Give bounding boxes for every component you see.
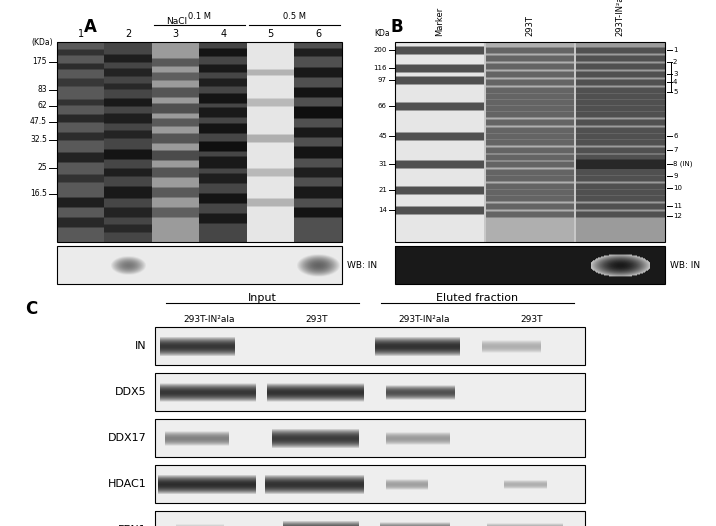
Text: 25: 25 bbox=[37, 164, 47, 173]
Text: 4: 4 bbox=[221, 29, 226, 39]
Bar bbox=[155, 465, 585, 503]
Text: 5: 5 bbox=[673, 89, 677, 95]
Bar bbox=[395, 246, 665, 284]
Bar bbox=[155, 373, 585, 411]
Bar bbox=[57, 246, 342, 284]
Text: Marker: Marker bbox=[435, 7, 445, 36]
Text: 11: 11 bbox=[673, 203, 682, 209]
Text: 116: 116 bbox=[374, 65, 387, 71]
Text: 66: 66 bbox=[378, 103, 387, 109]
Text: 200: 200 bbox=[374, 47, 387, 53]
Text: 10: 10 bbox=[673, 185, 682, 191]
Bar bbox=[155, 327, 585, 365]
Text: 83: 83 bbox=[37, 86, 47, 95]
Text: DDX17: DDX17 bbox=[108, 433, 147, 443]
Text: 8 (IN): 8 (IN) bbox=[673, 161, 692, 167]
Text: 7: 7 bbox=[673, 147, 677, 153]
Text: WB: IN: WB: IN bbox=[347, 260, 377, 269]
Text: 3: 3 bbox=[173, 29, 179, 39]
Text: C: C bbox=[25, 300, 37, 318]
Bar bbox=[155, 419, 585, 457]
Text: Input: Input bbox=[248, 293, 277, 303]
Text: 6: 6 bbox=[315, 29, 321, 39]
Text: DDX5: DDX5 bbox=[115, 387, 147, 397]
Text: 3: 3 bbox=[673, 71, 677, 77]
Text: Eluted fraction: Eluted fraction bbox=[437, 293, 518, 303]
Text: HDAC1: HDAC1 bbox=[108, 479, 147, 489]
Text: IN: IN bbox=[135, 341, 147, 351]
Text: 16.5: 16.5 bbox=[30, 189, 47, 198]
Text: 62: 62 bbox=[37, 102, 47, 110]
Bar bbox=[155, 511, 585, 526]
Text: 4: 4 bbox=[673, 79, 677, 85]
Text: 175: 175 bbox=[32, 57, 47, 66]
Text: 31: 31 bbox=[378, 161, 387, 167]
Text: 21: 21 bbox=[378, 187, 387, 193]
Text: WB: IN: WB: IN bbox=[670, 260, 700, 269]
Text: 1: 1 bbox=[78, 29, 84, 39]
Bar bbox=[57, 42, 342, 242]
Text: 14: 14 bbox=[378, 207, 387, 213]
Text: KDa: KDa bbox=[374, 29, 390, 38]
Text: 0.5 M: 0.5 M bbox=[283, 12, 306, 21]
Text: 2: 2 bbox=[125, 29, 131, 39]
Text: 32.5: 32.5 bbox=[30, 136, 47, 145]
Text: 9: 9 bbox=[673, 173, 677, 179]
Text: 47.5: 47.5 bbox=[30, 117, 47, 126]
Text: 6: 6 bbox=[673, 133, 677, 139]
Bar bbox=[395, 42, 665, 242]
Text: 293T-IN²ala: 293T-IN²ala bbox=[183, 315, 235, 324]
Text: NaCl: NaCl bbox=[166, 17, 188, 26]
Text: A: A bbox=[84, 18, 97, 36]
Text: 0.1 M: 0.1 M bbox=[188, 12, 211, 21]
Text: 293T: 293T bbox=[526, 15, 535, 36]
Text: 293T: 293T bbox=[305, 315, 327, 324]
Text: 5: 5 bbox=[268, 29, 274, 39]
Text: 12: 12 bbox=[673, 213, 682, 219]
Text: 97: 97 bbox=[378, 77, 387, 83]
Text: 293T-IN²ala: 293T-IN²ala bbox=[398, 315, 450, 324]
Text: B: B bbox=[390, 18, 402, 36]
Text: FEN1: FEN1 bbox=[118, 525, 147, 526]
Text: 293T: 293T bbox=[520, 315, 543, 324]
Text: 45: 45 bbox=[378, 133, 387, 139]
Text: (KDa): (KDa) bbox=[32, 37, 53, 46]
Text: 1: 1 bbox=[673, 47, 677, 53]
Text: 2: 2 bbox=[673, 59, 677, 65]
Text: 293T-IN²ala: 293T-IN²ala bbox=[616, 0, 624, 36]
